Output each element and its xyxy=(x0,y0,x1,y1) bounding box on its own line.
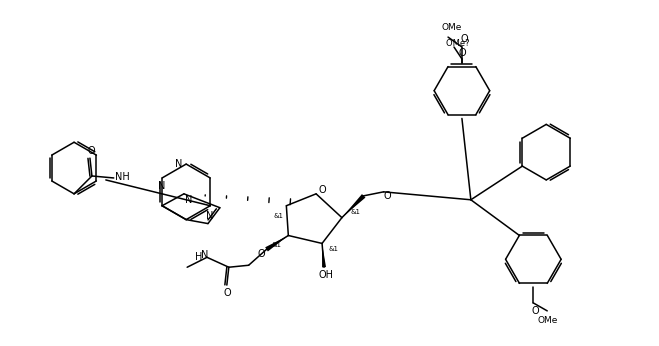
Polygon shape xyxy=(342,194,366,218)
Text: N: N xyxy=(201,251,209,260)
Text: OMe: OMe xyxy=(537,316,558,325)
Text: O: O xyxy=(318,185,326,195)
Text: N: N xyxy=(206,211,214,221)
Text: &1: &1 xyxy=(272,243,281,248)
Text: O: O xyxy=(87,146,95,156)
Text: N: N xyxy=(158,181,166,191)
Text: OH: OH xyxy=(318,270,333,280)
Text: O: O xyxy=(460,34,468,44)
Text: O: O xyxy=(223,288,231,298)
Text: H: H xyxy=(195,252,203,262)
Text: &1: &1 xyxy=(329,246,339,252)
Text: N: N xyxy=(185,195,192,205)
Text: N: N xyxy=(175,159,182,169)
Text: &1: &1 xyxy=(351,209,360,215)
Text: O: O xyxy=(258,249,266,260)
Text: O: O xyxy=(532,306,539,316)
Text: OMe: OMe xyxy=(442,23,462,32)
Text: &1: &1 xyxy=(273,213,283,219)
Text: OMe?: OMe? xyxy=(446,38,472,47)
Text: NH: NH xyxy=(115,172,130,182)
Polygon shape xyxy=(265,236,289,252)
Text: O: O xyxy=(384,191,391,201)
Polygon shape xyxy=(322,244,326,267)
Text: O: O xyxy=(458,48,466,58)
